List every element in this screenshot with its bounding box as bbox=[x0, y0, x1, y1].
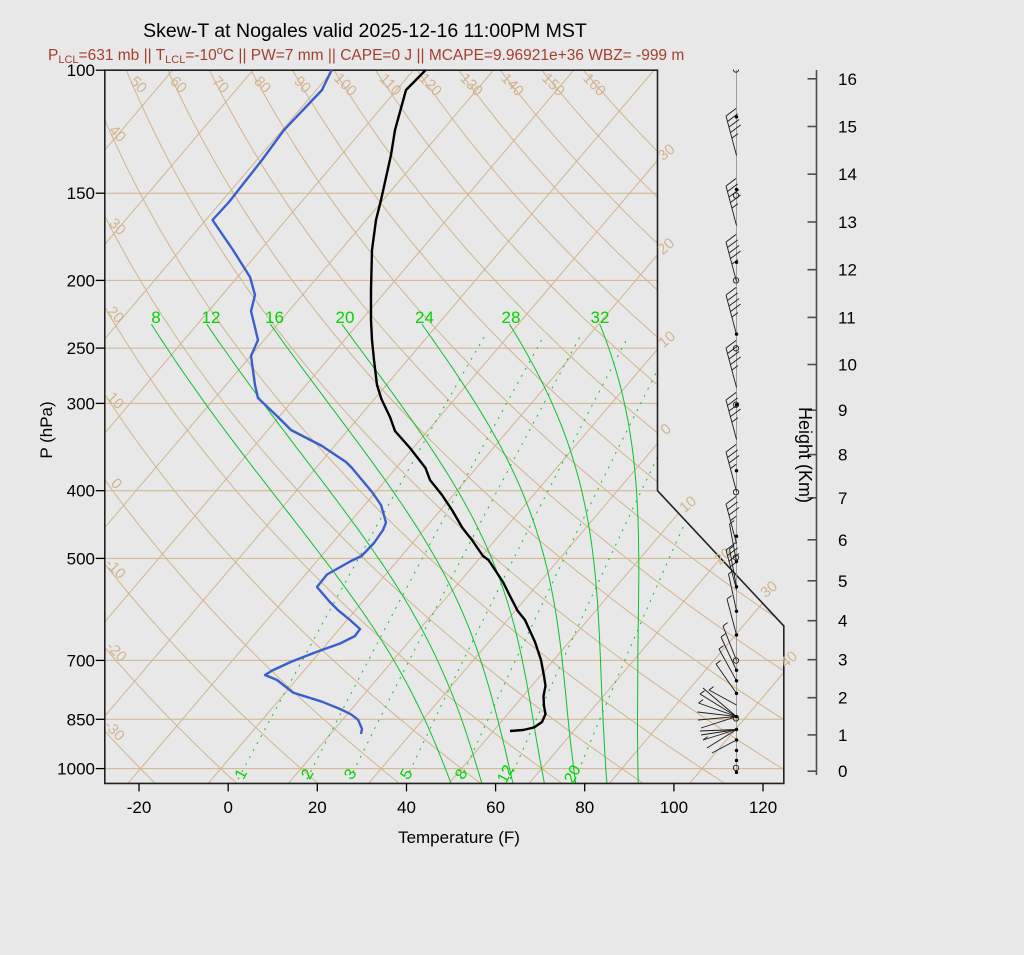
svg-text:12: 12 bbox=[838, 261, 857, 280]
svg-text:32: 32 bbox=[591, 308, 610, 327]
svg-text:100: 100 bbox=[660, 798, 688, 817]
svg-text:850: 850 bbox=[67, 710, 95, 729]
svg-text:-20: -20 bbox=[127, 798, 152, 817]
svg-text:12: 12 bbox=[494, 762, 517, 786]
svg-text:8: 8 bbox=[838, 446, 847, 465]
svg-text:16: 16 bbox=[265, 308, 284, 327]
svg-text:20: 20 bbox=[561, 762, 584, 786]
svg-text:300: 300 bbox=[67, 394, 95, 413]
svg-text:1: 1 bbox=[838, 726, 847, 745]
svg-text:3: 3 bbox=[838, 651, 847, 670]
svg-text:7: 7 bbox=[838, 489, 847, 508]
svg-text:40: 40 bbox=[397, 798, 416, 817]
svg-text:Height (Km): Height (Km) bbox=[795, 407, 815, 503]
svg-text:9: 9 bbox=[838, 401, 847, 420]
svg-text:13: 13 bbox=[838, 213, 857, 232]
svg-text:200: 200 bbox=[67, 271, 95, 290]
svg-text:120: 120 bbox=[749, 798, 777, 817]
svg-text:0: 0 bbox=[838, 762, 847, 781]
svg-text:24: 24 bbox=[415, 308, 434, 327]
svg-text:60: 60 bbox=[486, 798, 505, 817]
svg-text:150: 150 bbox=[67, 184, 95, 203]
svg-text:20: 20 bbox=[308, 798, 327, 817]
svg-text:0: 0 bbox=[223, 798, 232, 817]
svg-text:16: 16 bbox=[838, 70, 857, 89]
svg-text:250: 250 bbox=[67, 339, 95, 358]
svg-text:100: 100 bbox=[67, 61, 95, 80]
svg-text:14: 14 bbox=[838, 165, 857, 184]
svg-text:PLCL=631 mb || TLCL=-10oC || P: PLCL=631 mb || TLCL=-10oC || PW=7 mm || … bbox=[48, 45, 684, 66]
svg-text:5: 5 bbox=[838, 572, 847, 591]
svg-text:11: 11 bbox=[838, 308, 856, 327]
svg-text:20: 20 bbox=[336, 308, 355, 327]
svg-text:8: 8 bbox=[151, 308, 160, 327]
svg-text:Temperature (F): Temperature (F) bbox=[398, 828, 520, 847]
svg-text:4: 4 bbox=[838, 612, 847, 631]
svg-text:10: 10 bbox=[838, 356, 857, 375]
svg-text:P (hPa): P (hPa) bbox=[37, 401, 56, 458]
svg-text:2: 2 bbox=[838, 689, 847, 708]
svg-text:6: 6 bbox=[838, 531, 847, 550]
svg-text:15: 15 bbox=[838, 118, 857, 137]
svg-text:700: 700 bbox=[67, 651, 95, 670]
svg-text:Skew-T at Nogales valid 2025-1: Skew-T at Nogales valid 2025-12-16 11:00… bbox=[143, 20, 587, 42]
svg-text:400: 400 bbox=[67, 482, 95, 501]
svg-text:80: 80 bbox=[575, 798, 594, 817]
svg-text:28: 28 bbox=[502, 308, 521, 327]
svg-text:1000: 1000 bbox=[57, 760, 95, 779]
svg-text:500: 500 bbox=[67, 549, 95, 568]
svg-text:12: 12 bbox=[202, 308, 221, 327]
